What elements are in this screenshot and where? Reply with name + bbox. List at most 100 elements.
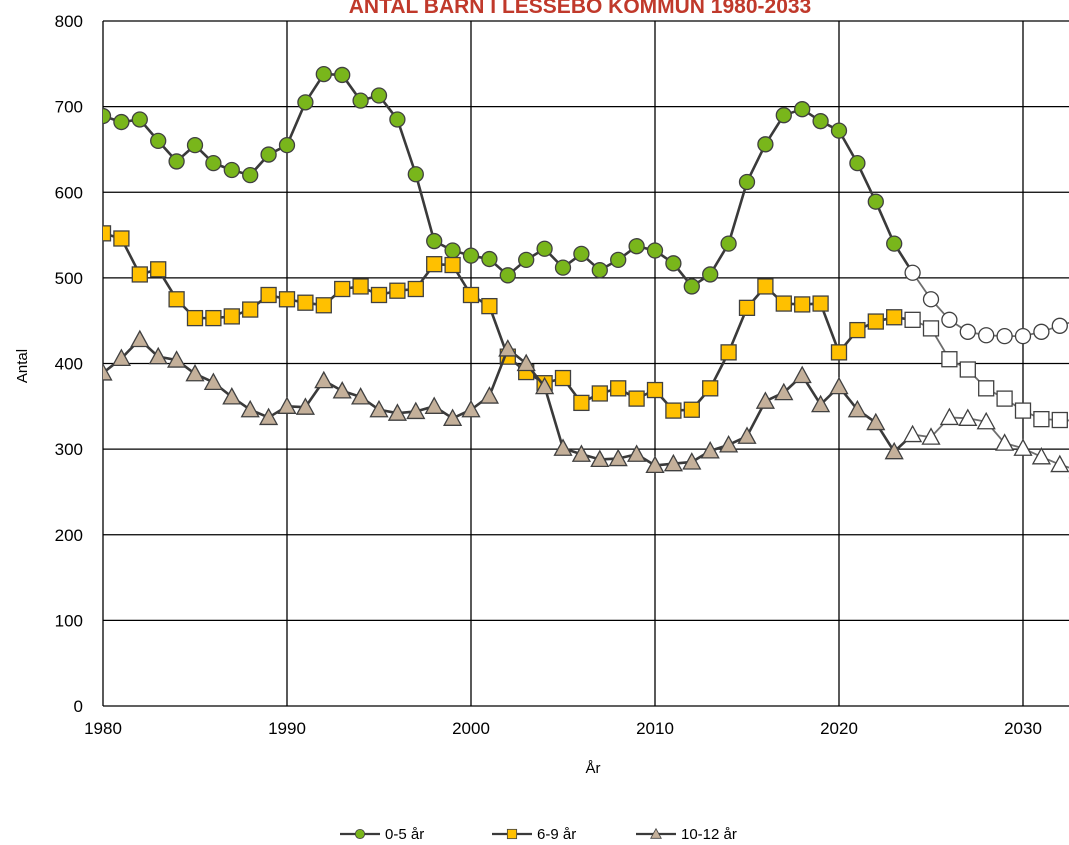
- data-point: [886, 235, 903, 252]
- data-point-forecast: [978, 380, 995, 397]
- data-point: [479, 386, 499, 404]
- data-point: [590, 449, 610, 468]
- data-point: [738, 173, 756, 191]
- data-point: [185, 363, 205, 382]
- data-point: [277, 396, 297, 414]
- legend-marker: [506, 828, 518, 840]
- data-point: [223, 308, 240, 325]
- data-point: [314, 370, 334, 389]
- data-point-forecast: [959, 323, 976, 340]
- data-point-forecast: [978, 327, 995, 344]
- data-point: [792, 365, 812, 384]
- data-point: [352, 278, 369, 295]
- data-point: [591, 385, 608, 402]
- data-point: [535, 376, 555, 395]
- data-point: [407, 280, 424, 298]
- data-point-forecast: [976, 411, 996, 430]
- y-axis-title: Antal: [14, 349, 31, 383]
- data-point-forecast: [1051, 317, 1068, 334]
- data-point: [608, 448, 628, 467]
- data-point: [260, 146, 277, 163]
- data-point-forecast: [922, 320, 940, 337]
- x-axis-title: År: [586, 760, 601, 777]
- data-point: [665, 255, 682, 272]
- series-layer: [103, 65, 1069, 479]
- data-point: [203, 372, 223, 390]
- data-point: [334, 66, 351, 84]
- data-point: [443, 408, 463, 426]
- data-point: [444, 242, 461, 259]
- data-point: [867, 193, 884, 210]
- data-point-forecast: [995, 433, 1015, 451]
- data-point: [573, 394, 590, 412]
- data-point-forecast: [904, 264, 921, 281]
- data-point: [830, 122, 848, 139]
- data-point-forecast: [1051, 411, 1068, 429]
- series-triangle: [103, 329, 1069, 479]
- y-tick-label: 400: [55, 355, 83, 374]
- data-point: [719, 434, 739, 453]
- x-tick-label: 2030: [1004, 719, 1042, 738]
- data-point: [461, 399, 481, 418]
- y-tick-label: 600: [55, 183, 83, 202]
- data-point: [103, 225, 112, 242]
- x-tick-label: 1980: [84, 719, 122, 738]
- data-point: [591, 262, 608, 279]
- data-point: [444, 256, 461, 274]
- series-square: [103, 225, 1069, 429]
- data-point: [111, 348, 131, 367]
- data-point: [370, 286, 388, 304]
- data-point: [812, 295, 829, 312]
- data-point: [682, 452, 702, 470]
- data-point: [702, 266, 719, 283]
- series-line-forecast: [912, 416, 1069, 469]
- data-point: [884, 441, 904, 460]
- data-point-forecast: [939, 407, 959, 426]
- grid-lines: [102, 20, 1069, 707]
- legend-label: 6-9 år: [537, 826, 576, 843]
- data-point: [168, 153, 185, 170]
- data-point: [205, 154, 222, 172]
- data-point: [755, 391, 775, 409]
- data-point: [168, 291, 185, 308]
- data-point-forecast: [1033, 411, 1050, 428]
- data-point: [315, 297, 332, 314]
- series-line-forecast: [911, 272, 1069, 338]
- data-point: [663, 453, 683, 472]
- data-point: [794, 296, 811, 313]
- data-point: [775, 295, 792, 312]
- data-point: [775, 107, 792, 124]
- data-point: [683, 401, 700, 418]
- data-point: [148, 346, 168, 365]
- data-point: [665, 402, 682, 419]
- y-tick-label: 100: [55, 611, 83, 630]
- data-point: [113, 113, 130, 131]
- data-point: [186, 309, 204, 327]
- data-point: [738, 299, 756, 316]
- data-point: [628, 238, 645, 255]
- data-point: [240, 399, 260, 418]
- y-tick-label: 700: [55, 98, 83, 117]
- data-point: [103, 107, 112, 125]
- data-point-forecast: [958, 408, 978, 426]
- data-point: [259, 407, 279, 426]
- data-point-forecast: [996, 327, 1013, 345]
- data-point: [774, 382, 794, 401]
- data-point: [186, 137, 204, 154]
- data-point: [351, 387, 371, 405]
- data-point: [131, 266, 148, 283]
- data-point: [223, 161, 240, 179]
- data-point: [757, 136, 774, 153]
- data-point: [536, 240, 553, 257]
- data-point: [222, 387, 242, 405]
- data-point-forecast: [1033, 323, 1050, 340]
- data-point-forecast: [1014, 327, 1032, 345]
- y-axis-ticks: 0 100 200 300 400 500 600 700 800: [55, 12, 83, 716]
- data-point: [518, 251, 535, 269]
- data-point: [847, 399, 867, 418]
- series-circle: [103, 65, 1069, 345]
- data-point: [867, 313, 884, 330]
- data-point: [150, 132, 167, 150]
- data-point: [370, 87, 388, 104]
- data-point: [332, 381, 352, 399]
